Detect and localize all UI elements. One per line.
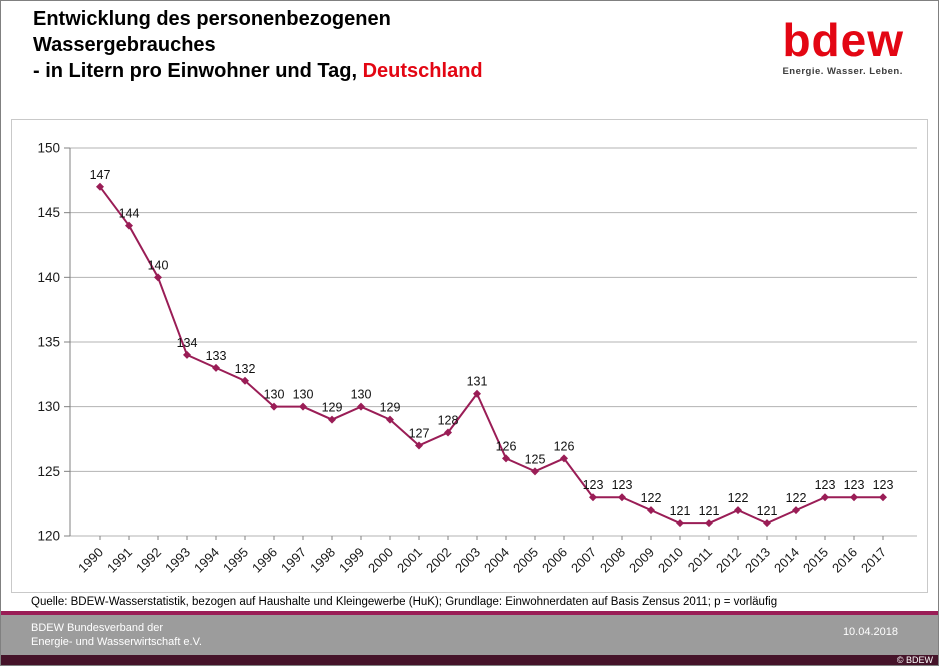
svg-text:134: 134 <box>177 336 198 350</box>
bdew-logo-text: bdew <box>782 14 904 66</box>
svg-text:127: 127 <box>409 426 430 440</box>
svg-text:130: 130 <box>351 388 372 402</box>
footer-date: 10.04.2018 <box>842 626 898 638</box>
svg-text:140: 140 <box>148 258 169 272</box>
svg-text:121: 121 <box>757 504 778 518</box>
svg-text:129: 129 <box>380 401 401 415</box>
svg-text:150: 150 <box>37 141 60 156</box>
svg-text:122: 122 <box>786 491 807 505</box>
svg-text:130: 130 <box>293 388 314 402</box>
svg-text:1993: 1993 <box>162 545 193 576</box>
svg-text:1994: 1994 <box>191 545 222 576</box>
svg-text:2005: 2005 <box>510 545 541 576</box>
title-line-2: Wassergebrauches <box>33 34 216 56</box>
svg-text:123: 123 <box>612 478 633 492</box>
footer-organization: BDEW Bundesverband der Energie- und Wass… <box>31 621 202 649</box>
svg-text:120: 120 <box>37 529 60 544</box>
svg-text:122: 122 <box>641 491 662 505</box>
title-line-3-highlight: Deutschland <box>362 60 483 82</box>
svg-text:2007: 2007 <box>568 545 599 576</box>
line-chart: 1201251301351401451501990199119921993199… <box>37 141 917 576</box>
svg-text:129: 129 <box>322 401 343 415</box>
gridlines <box>64 147 917 537</box>
svg-text:122: 122 <box>728 491 749 505</box>
source-note: Quelle: BDEW-Wasserstatistik, bezogen au… <box>31 596 778 608</box>
svg-text:130: 130 <box>37 399 60 414</box>
svg-text:147: 147 <box>90 168 111 182</box>
footer-bar: BDEW Bundesverband der Energie- und Wass… <box>1 615 938 655</box>
svg-text:2006: 2006 <box>539 545 570 576</box>
page-title: Entwicklung des personenbezogenen Wasser… <box>33 6 483 84</box>
header: Entwicklung des personenbezogenen Wasser… <box>1 1 938 119</box>
svg-text:2012: 2012 <box>713 545 744 576</box>
svg-text:1992: 1992 <box>133 545 164 576</box>
svg-text:1998: 1998 <box>307 545 338 576</box>
svg-text:2017: 2017 <box>858 545 889 576</box>
svg-text:2014: 2014 <box>771 545 802 576</box>
svg-text:2003: 2003 <box>452 545 483 576</box>
bdew-logo: bdew Energie. Wasser. Leben. <box>782 17 904 77</box>
svg-text:2001: 2001 <box>394 545 425 576</box>
x-axis-labels: 1990199119921993199419951996199719981999… <box>75 536 889 576</box>
svg-text:130: 130 <box>264 388 285 402</box>
svg-text:2011: 2011 <box>685 545 715 575</box>
svg-text:2015: 2015 <box>800 545 831 576</box>
svg-text:2004: 2004 <box>481 545 512 576</box>
svg-text:1991: 1991 <box>104 545 135 576</box>
svg-text:2016: 2016 <box>829 545 860 576</box>
bottom-strip: © BDEW <box>1 655 938 665</box>
svg-text:2008: 2008 <box>597 545 628 576</box>
svg-text:132: 132 <box>235 362 256 376</box>
svg-text:2010: 2010 <box>655 545 686 576</box>
svg-text:121: 121 <box>699 504 720 518</box>
svg-text:140: 140 <box>37 270 60 285</box>
svg-text:2009: 2009 <box>626 545 657 576</box>
svg-text:1999: 1999 <box>336 545 367 576</box>
data-points <box>96 182 887 528</box>
svg-text:123: 123 <box>583 478 604 492</box>
data-labels: 147 144 140 134 133 132 130 130 129 130 129 127 128 1… <box>90 168 894 518</box>
svg-text:126: 126 <box>496 439 517 453</box>
svg-text:1996: 1996 <box>249 545 280 576</box>
svg-text:1990: 1990 <box>75 545 106 576</box>
bdew-logo-tagline: Energie. Wasser. Leben. <box>782 66 903 77</box>
svg-text:135: 135 <box>37 335 60 350</box>
svg-text:133: 133 <box>206 349 227 363</box>
copyright: © BDEW <box>896 655 933 665</box>
title-line-3: - in Litern pro Einwohner und Tag, Deuts… <box>33 58 483 84</box>
series-line <box>99 186 883 525</box>
svg-text:2002: 2002 <box>423 545 454 576</box>
separator-rule <box>1 611 938 615</box>
svg-text:123: 123 <box>873 478 894 492</box>
title-line-3-prefix: - in Litern pro Einwohner und Tag, <box>33 60 363 82</box>
svg-text:145: 145 <box>37 205 60 220</box>
svg-text:123: 123 <box>844 478 865 492</box>
svg-text:125: 125 <box>525 452 546 466</box>
footer-org-line-2: Energie- und Wasserwirtschaft e.V. <box>31 636 202 648</box>
svg-text:123: 123 <box>815 478 836 492</box>
svg-text:126: 126 <box>554 439 575 453</box>
svg-text:131: 131 <box>467 375 488 389</box>
chart-container: 120 125 130 135 140 145 150 1990 1991 1992 1993 199… <box>11 119 928 593</box>
svg-text:2013: 2013 <box>742 545 773 576</box>
svg-text:128: 128 <box>438 414 459 428</box>
svg-text:125: 125 <box>37 464 60 479</box>
title-line-1: Entwicklung des personenbezogenen <box>33 8 391 30</box>
svg-text:2000: 2000 <box>365 545 396 576</box>
svg-text:1997: 1997 <box>278 545 309 576</box>
footer-org-line-1: BDEW Bundesverband der <box>31 622 164 634</box>
svg-text:1995: 1995 <box>220 545 251 576</box>
svg-text:121: 121 <box>670 504 691 518</box>
svg-text:144: 144 <box>119 207 140 221</box>
y-axis-labels: 120 125 130 135 140 145 150 <box>37 141 60 544</box>
